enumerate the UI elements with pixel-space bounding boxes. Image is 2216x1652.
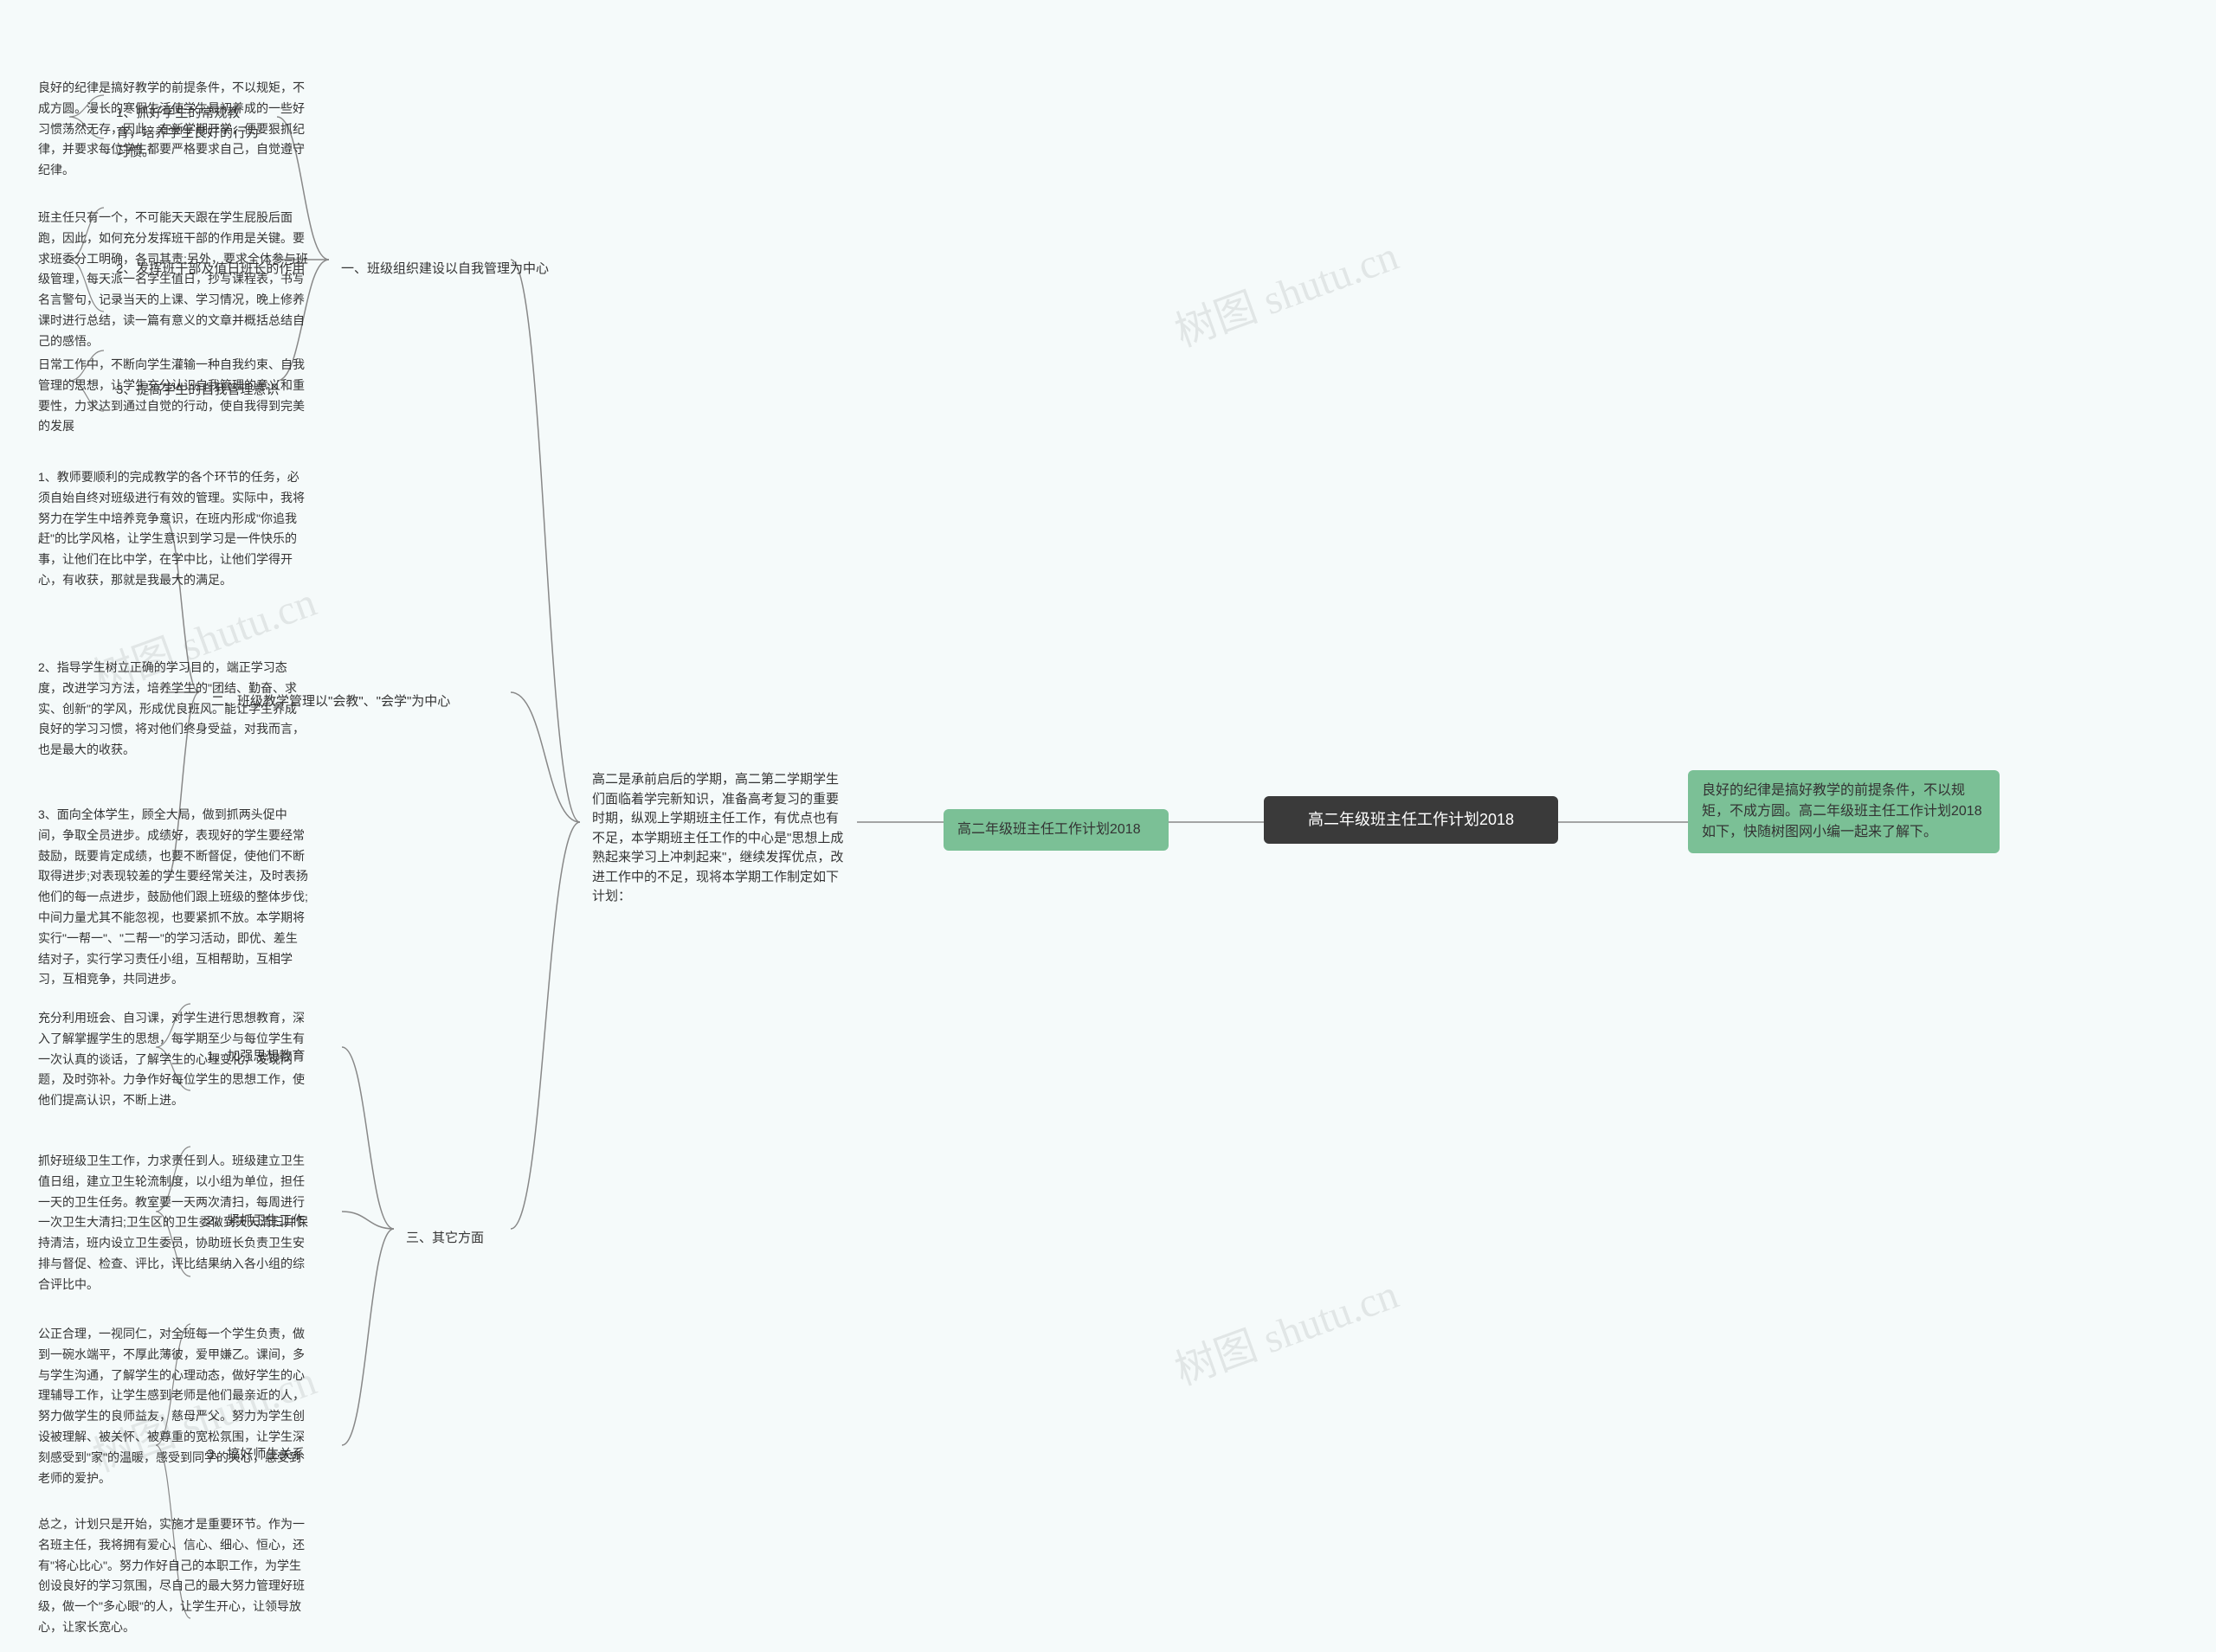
section-2-item-1-body: 1、教师要顺利的完成教学的各个环节的任务，必须自始自终对班级进行有效的管理。实际… [26,459,320,600]
section-1-item-1-body: 良好的纪律是搞好教学的前提条件，不以规矩，不成方圆。漫长的寒假生活使学生最初养成… [26,69,320,190]
right-summary-node[interactable]: 良好的纪律是搞好教学的前提条件，不以规矩，不成方圆。高二年级班主任工作计划201… [1688,770,2000,853]
intro-node[interactable]: 高二是承前启后的学期，高二第二学期学生们面临着学完新知识，准备高考复习的重要时期… [580,762,857,916]
root-node[interactable]: 高二年级班主任工作计划2018 [1264,796,1558,844]
section-3-item-3-body1: 公正合理，一视同仁，对全班每一个学生负责，做到一碗水端平，不厚此薄彼，爱甲嫌乙。… [26,1315,320,1497]
section-3-item-2-body: 抓好班级卫生工作，力求责任到人。班级建立卫生值日组，建立卫生轮流制度，以小组为单… [26,1142,320,1304]
watermark: 树图 shutu.cn [1165,222,1405,358]
section-1-title[interactable]: 一、班级组织建设以自我管理为中心 [329,251,561,288]
section-3-title[interactable]: 三、其它方面 [394,1220,496,1257]
watermark: 树图 shutu.cn [1165,1260,1405,1397]
section-3-item-1-body: 充分利用班会、自习课，对学生进行思想教育，深入了解掌握学生的思想，每学期至少与每… [26,1000,320,1120]
section-1-item-2-body: 班主任只有一个，不可能天天跟在学生屁股后面跑，因此，如何充分发挥班干部的作用是关… [26,199,320,361]
section-1-item-3-body: 日常工作中，不断向学生灌输一种自我约束、自我管理的思想，让学生充分认识自我管理的… [26,346,320,446]
section-2-item-2-body: 2、指导学生树立正确的学习目的，端正学习态度，改进学习方法，培养学生的"团结、勤… [26,649,320,769]
section-2-item-3-body: 3、面向全体学生，顾全大局，做到抓两头促中间，争取全员进步。成绩好，表现好的学生… [26,796,320,999]
section-3-item-3-body2: 总之，计划只是开始，实施才是重要环节。作为一名班主任，我将拥有爱心、信心、细心、… [26,1506,320,1647]
left-title-node[interactable]: 高二年级班主任工作计划2018 [944,809,1169,851]
